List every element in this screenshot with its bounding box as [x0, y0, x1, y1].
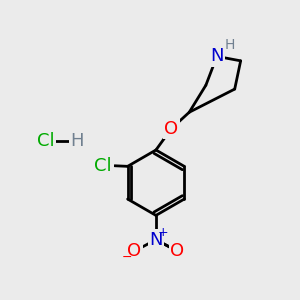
Text: +: +	[158, 226, 169, 239]
Text: Cl: Cl	[37, 132, 55, 150]
Text: N: N	[210, 47, 224, 65]
Text: H: H	[70, 132, 84, 150]
Text: −: −	[122, 251, 132, 264]
Text: N: N	[149, 231, 163, 249]
Text: O: O	[128, 242, 142, 260]
Text: O: O	[170, 242, 184, 260]
Text: Cl: Cl	[94, 157, 112, 175]
Text: H: H	[224, 38, 235, 52]
Text: O: O	[164, 120, 178, 138]
